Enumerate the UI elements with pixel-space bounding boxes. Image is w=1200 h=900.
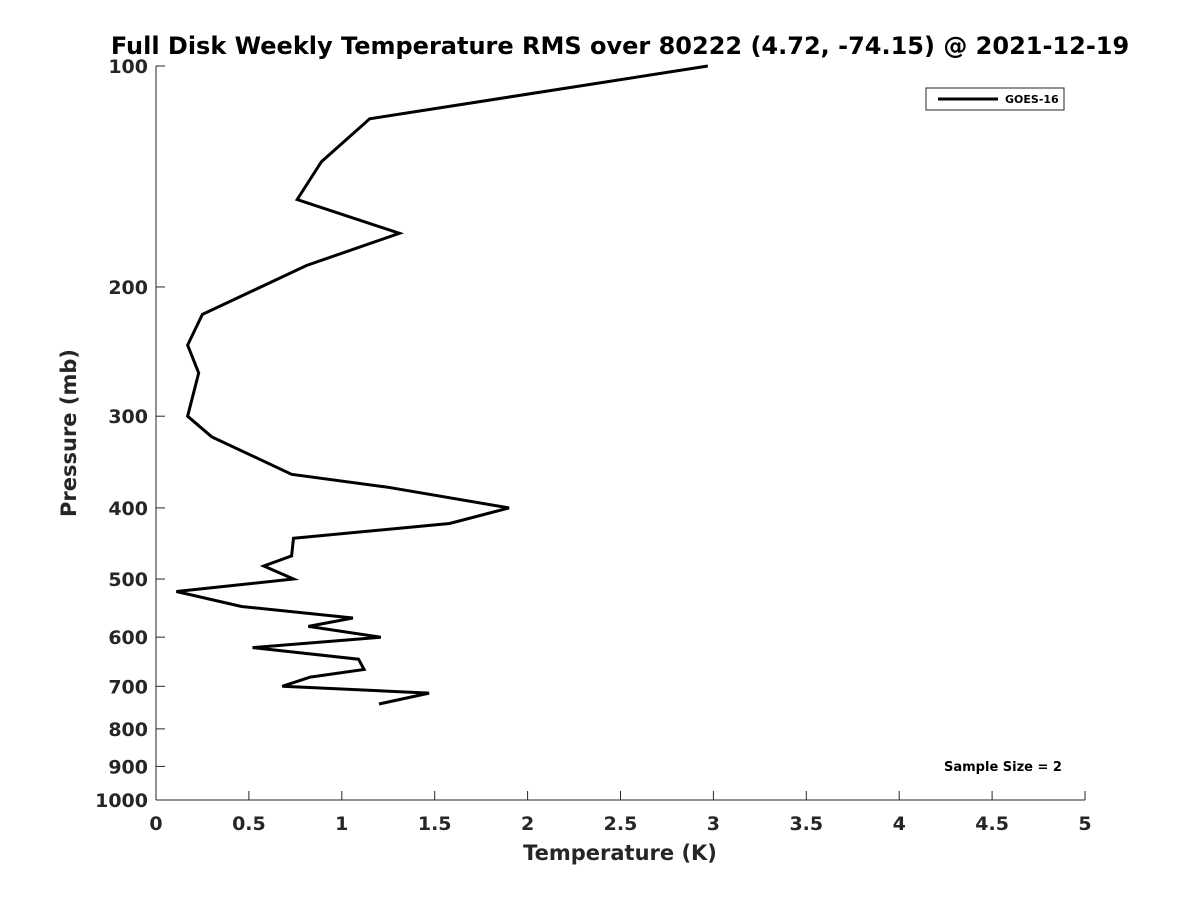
legend: GOES-16	[925, 87, 1065, 111]
x-tick-label: 3	[707, 813, 720, 835]
series-layer	[176, 64, 709, 706]
y-tick-label: 1000	[95, 790, 148, 812]
x-tick-label: 3.5	[789, 813, 823, 835]
y-tick-label: 400	[108, 498, 148, 520]
x-tick-label: 0	[149, 813, 162, 835]
y-tick-label: 500	[108, 569, 148, 591]
x-axis-ticks: 0 0.5 1 1.5 2 2.5 3 3.5 4 4.5 5	[149, 791, 1092, 835]
y-axis-label: Pressure (mb)	[57, 349, 81, 517]
x-tick-label: 4	[893, 813, 906, 835]
chart-title: Full Disk Weekly Temperature RMS over 80…	[111, 32, 1129, 60]
y-tick-label: 100	[108, 56, 148, 78]
series-line-goes-16	[176, 64, 709, 706]
y-tick-label: 900	[108, 756, 148, 778]
x-tick-label: 1.5	[418, 813, 452, 835]
x-tick-label: 4.5	[975, 813, 1009, 835]
sample-size-annotation: Sample Size = 2	[944, 760, 1062, 775]
x-tick-label: 5	[1078, 813, 1091, 835]
x-tick-label: 1	[335, 813, 348, 835]
y-tick-label: 200	[108, 277, 148, 299]
x-axis-label: Temperature (K)	[523, 841, 717, 865]
x-tick-label: 2	[521, 813, 534, 835]
y-tick-label: 300	[108, 406, 148, 428]
y-tick-label: 700	[108, 676, 148, 698]
legend-label-goes-16: GOES-16	[1005, 93, 1059, 106]
x-tick-label: 2.5	[604, 813, 638, 835]
y-axis-ticks: 100 200 300 400 500 600 700 800 900 1000	[95, 56, 165, 812]
x-tick-label: 0.5	[232, 813, 266, 835]
y-tick-label: 800	[108, 719, 148, 741]
y-tick-label: 600	[108, 627, 148, 649]
